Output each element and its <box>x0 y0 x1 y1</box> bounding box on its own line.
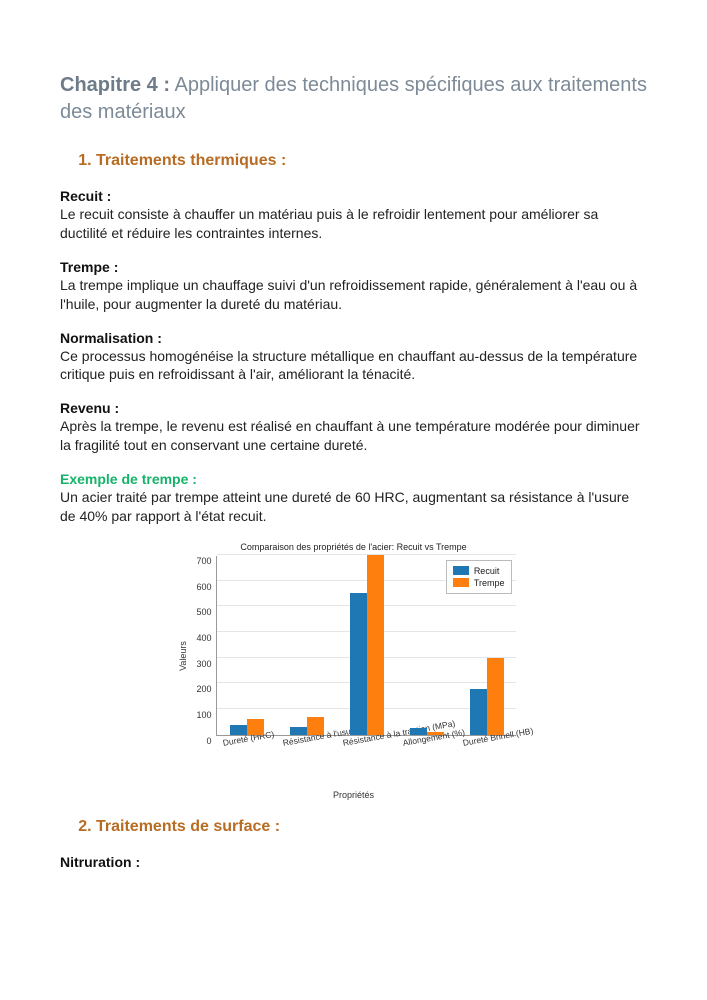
body-recuit: Le recuit consiste à chauffer un matéria… <box>60 205 647 243</box>
chart-x-label: Propriétés <box>174 790 534 800</box>
legend-swatch-trempe <box>453 578 469 587</box>
chart-y-tick: 300 <box>196 659 211 669</box>
chart-y-tick: 100 <box>196 710 211 720</box>
head-nitruration: Nitruration : <box>60 854 647 870</box>
bar-group <box>285 556 329 735</box>
chart-legend: Recuit Trempe <box>446 560 512 594</box>
body-normalisation: Ce processus homogénéise la structure mé… <box>60 347 647 385</box>
bar <box>487 658 504 735</box>
head-trempe: Trempe : <box>60 259 647 275</box>
bar <box>350 593 367 734</box>
section-trempe: Trempe : La trempe implique un chauffage… <box>60 259 647 314</box>
h2-traitements-thermiques: Traitements thermiques : <box>96 152 647 170</box>
head-revenu: Revenu : <box>60 400 647 416</box>
chart-x-ticks: Dureté (HRC)Résistance à l'usure (%)Rési… <box>216 736 516 772</box>
body-exemple: Un acier traité par trempe atteint une d… <box>60 488 647 526</box>
head-normalisation: Normalisation : <box>60 330 647 346</box>
page: Chapitre 4 : Appliquer des techniques sp… <box>0 0 707 926</box>
chart-plot-area: Recuit Trempe <box>216 556 516 736</box>
legend-label-trempe: Trempe <box>474 577 505 589</box>
legend-swatch-recuit <box>453 566 469 575</box>
legend-label-recuit: Recuit <box>474 565 500 577</box>
body-revenu: Après la trempe, le revenu est réalisé e… <box>60 417 647 455</box>
comparison-chart: Comparaison des propriétés de l'acier: R… <box>174 542 534 800</box>
chart-frame: Valeurs 0 100 200 300 400 500 600 700 Recuit Tr… <box>174 556 534 756</box>
bar <box>427 732 444 735</box>
section-nitruration: Nitruration : <box>60 854 647 870</box>
chapter-title: Chapitre 4 : Appliquer des techniques sp… <box>60 72 647 126</box>
legend-row-trempe: Trempe <box>453 577 505 589</box>
section-recuit: Recuit : Le recuit consiste à chauffer u… <box>60 188 647 243</box>
bar <box>230 725 247 735</box>
bar-group <box>405 556 449 735</box>
chart-y-ticks: 0100200300400500600700 <box>188 556 214 736</box>
head-exemple: Exemple de trempe : <box>60 471 647 487</box>
bar <box>290 727 307 735</box>
section-revenu: Revenu : Après la trempe, le revenu est … <box>60 400 647 455</box>
h2-traitements-surface: Traitements de surface : <box>96 818 647 836</box>
bar <box>307 717 324 735</box>
chart-y-tick: 400 <box>196 633 211 643</box>
bar <box>367 555 384 735</box>
section-normalisation: Normalisation : Ce processus homogénéise… <box>60 330 647 385</box>
body-trempe: La trempe implique un chauffage suivi d'… <box>60 276 647 314</box>
legend-row-recuit: Recuit <box>453 565 505 577</box>
chapter-prefix: Chapitre 4 : <box>60 74 170 96</box>
head-recuit: Recuit : <box>60 188 647 204</box>
chart-y-tick: 0 <box>206 736 211 746</box>
chart-y-tick: 200 <box>196 684 211 694</box>
section-list-1: Traitements thermiques : <box>78 152 647 170</box>
chart-y-label: Valeurs <box>177 641 187 671</box>
section-list-2: Traitements de surface : <box>78 818 647 836</box>
chart-title: Comparaison des propriétés de l'acier: R… <box>174 542 534 552</box>
chart-y-tick: 600 <box>196 582 211 592</box>
chart-y-tick: 500 <box>196 607 211 617</box>
bar-group <box>225 556 269 735</box>
section-exemple: Exemple de trempe : Un acier traité par … <box>60 471 647 526</box>
chart-y-tick: 700 <box>196 556 211 566</box>
bar <box>247 719 264 734</box>
bar <box>470 689 487 735</box>
bar-group <box>345 556 389 735</box>
bar <box>410 728 427 734</box>
